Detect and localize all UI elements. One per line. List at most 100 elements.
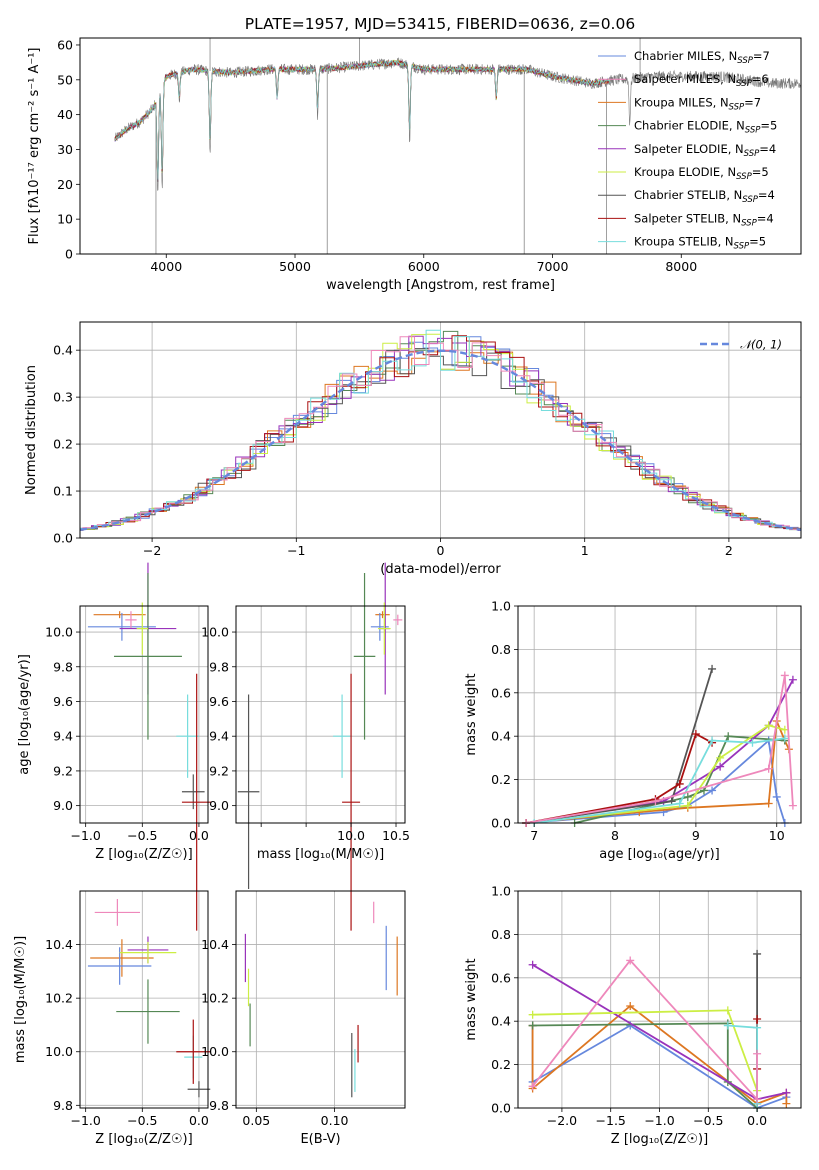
hist-series-grey (80, 348, 801, 531)
weight-marker-purple (716, 762, 725, 771)
y-tick-label: 10.4 (45, 937, 73, 952)
x-tick-label: 7000 (537, 259, 569, 274)
y-tick-label: 30 (57, 142, 73, 157)
legend-label-sub: SSP (734, 242, 750, 252)
y-tick-label: 10.0 (45, 625, 73, 640)
y-tick-label: 10 (57, 212, 73, 227)
x-axis-label: Z [log₁₀(Z/Z☉)] (95, 847, 192, 862)
panel-spectrum: 4000 5000 6000 7000 8000 0 10 20 30 40 50 60 wavelen… (27, 37, 802, 293)
x-tick-label: 0.05 (242, 1113, 270, 1128)
x-tick-label: 8 (611, 828, 619, 843)
y-tick-label: 10.0 (201, 1044, 229, 1059)
x-tick-label: 8000 (665, 259, 697, 274)
y-tick-label: 9.0 (53, 798, 73, 813)
panel-mass-weight-vs-age: 7 8 9 10 0.0 0.2 0.4 0.6 0.8 1.0 age [log₁₀(age/yr… (464, 599, 802, 862)
y-tick-label: 1.0 (491, 599, 511, 614)
hist-series-cyan (80, 329, 801, 532)
legend-label: Kroupa STELIB, NSSP=5 (634, 235, 766, 252)
weight-marker-cyan (748, 738, 757, 747)
x-tick-label: −0.5 (127, 1113, 157, 1128)
legend-label-suffix: =7 (753, 49, 770, 63)
y-tick-label: 0.1 (53, 484, 73, 499)
legend-label: Kroupa ELODIE, NSSP=5 (634, 165, 769, 182)
model-fit-line-cyan (114, 59, 611, 180)
model-fit-line-green (114, 59, 611, 180)
legend-label-text: Salpeter MILES, N (634, 72, 736, 86)
y-tick-label: 60 (57, 37, 73, 52)
y-axis-label: age [log₁₀(age/yr)] (17, 654, 32, 775)
weight-line-grey (525, 668, 713, 824)
y-tick-label: 9.4 (209, 729, 229, 744)
legend-label-suffix: =4 (757, 211, 774, 225)
legend-label-sub: SSP (736, 172, 752, 182)
axes-frame (517, 605, 802, 824)
y-tick-label: 9.8 (209, 1098, 229, 1113)
y-tick-label: 0.0 (491, 816, 511, 831)
legend-label-text: Chabrier STELIB, N (634, 188, 742, 202)
y-tick-label: 40 (57, 107, 73, 122)
weight-marker-grey (708, 664, 717, 673)
legend-label: Salpeter MILES, NSSP=6 (634, 72, 769, 89)
y-tick-label: 9.2 (209, 763, 229, 778)
x-tick-label: −1.5 (596, 1113, 626, 1128)
x-tick-label: 0 (437, 543, 445, 558)
model-fit-line-blue (114, 59, 611, 180)
x-tick-label: 5000 (279, 259, 311, 274)
y-tick-label: 0.6 (491, 970, 511, 985)
weight-marker-pink (753, 1095, 762, 1104)
legend-label-text: Kroupa STELIB, N (634, 235, 734, 249)
y-tick-label: 9.6 (53, 694, 73, 709)
legend-label-text: Kroupa ELODIE, N (634, 165, 736, 179)
legend-label-sub: SSP (741, 218, 757, 228)
legend-label-suffix: =5 (760, 119, 777, 133)
weight-line-green (532, 1022, 758, 1109)
x-axis-label: (data-model)/error (380, 562, 501, 577)
weight-marker-green (724, 732, 733, 741)
weight-marker-green (528, 1021, 537, 1030)
x-tick-label: 0.0 (189, 828, 209, 843)
model-fit-line-grey (114, 59, 610, 183)
x-tick-label: 1 (581, 543, 589, 558)
weight-marker-pink (626, 956, 635, 965)
y-axis-label: mass weight (464, 673, 479, 755)
x-tick-label: 7 (530, 828, 538, 843)
weight-marker-cyan (753, 1023, 762, 1032)
y-tick-label: 1.0 (491, 884, 511, 899)
y-tick-label: 0.4 (491, 729, 511, 744)
x-tick-label: 2 (725, 543, 733, 558)
model-fit-line-purple (114, 59, 611, 181)
normal-curve (79, 349, 802, 531)
legend-label-sub: SSP (736, 79, 752, 89)
x-tick-label: 0.10 (321, 1113, 349, 1128)
weight-marker-cyan (708, 736, 717, 745)
x-tick-label: 0.0 (189, 1113, 209, 1128)
legend-label: Chabrier STELIB, NSSP=4 (634, 188, 775, 205)
x-tick-label: −0.5 (127, 828, 157, 843)
y-tick-label: 9.2 (53, 763, 73, 778)
y-axis-label: Normed distribution (24, 365, 39, 495)
x-tick-label: 0.0 (747, 1113, 767, 1128)
legend-label: 𝒩(0, 1) (740, 338, 782, 352)
legend-label-sub: SSP (729, 102, 745, 112)
panel-mass-weight-vs-Z: −2.0 −1.5 −1.0 −0.5 0.0 0.0 0.2 0.4 0.6 0.8 1.0 Z [… (464, 884, 802, 1147)
y-tick-label: 0.4 (491, 1014, 511, 1029)
x-tick-label: 4000 (150, 259, 182, 274)
y-tick-label: 0.0 (491, 1101, 511, 1116)
model-fit-line-pink (114, 60, 611, 182)
x-tick-label: −2 (143, 543, 161, 558)
weight-marker-pink (528, 1082, 537, 1091)
weight-marker-yellow (723, 1006, 732, 1015)
x-tick-label: 10 (769, 828, 785, 843)
hist-series-pink (80, 336, 801, 531)
weight-marker-grey (753, 949, 762, 958)
weight-line-pink (531, 959, 758, 1102)
weight-marker-red (691, 730, 700, 739)
legend-label: Chabrier ELODIE, NSSP=5 (634, 119, 777, 136)
model-fit-line-yellow (114, 59, 611, 178)
y-tick-label: 0.4 (53, 343, 73, 358)
panel-age-vs-Z: −1.0 −0.5 0.0 9.0 9.2 9.4 9.6 9.8 10.0 Z [log₁₀(Z… (17, 562, 212, 931)
weight-line-yellow (526, 724, 786, 824)
x-tick-label: 6000 (408, 259, 440, 274)
x-axis-label: Z [log₁₀(Z/Z☉)] (95, 1132, 192, 1147)
x-axis-label: mass [log₁₀(M/M☉)] (257, 847, 384, 862)
